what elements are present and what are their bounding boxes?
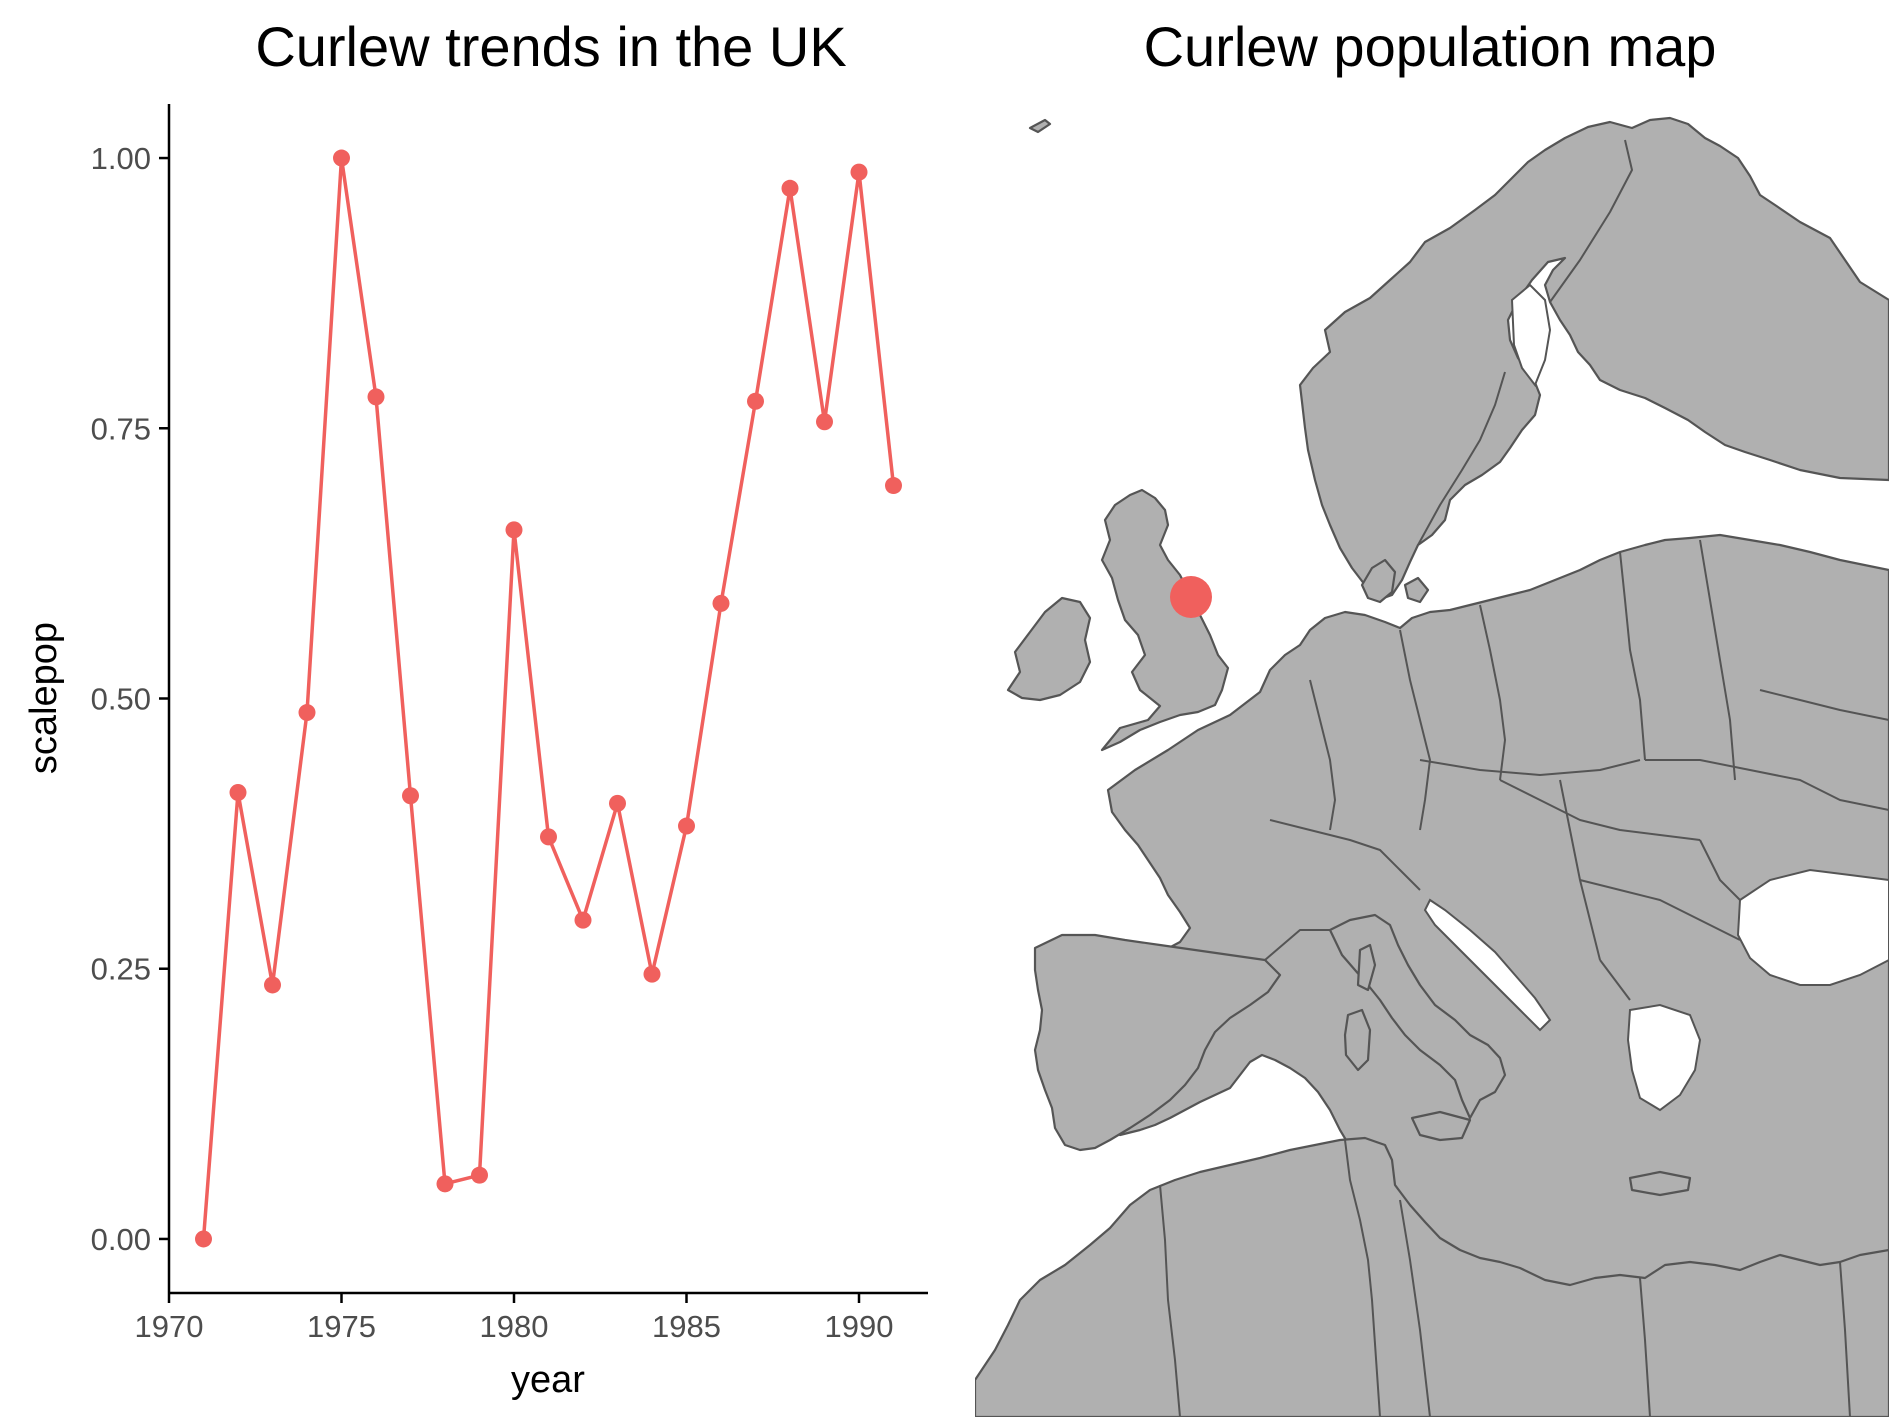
data-point (816, 413, 833, 431)
data-point (367, 388, 385, 406)
europe-map (975, 116, 1889, 1417)
data-point (540, 828, 557, 846)
data-point (781, 179, 799, 197)
scandinavia-land (1298, 116, 1889, 602)
data-point (885, 477, 902, 495)
x-ticks: 1970 1975 1980 1985 1990 (135, 1293, 894, 1344)
north-africa-land (975, 1136, 1889, 1417)
y-tick-label: 0.25 (91, 952, 151, 987)
y-tick-label: 1.00 (91, 141, 151, 176)
series-line (201, 156, 896, 1240)
map-panel: Curlew population map (975, 15, 1889, 1417)
data-point (402, 787, 419, 805)
data-point (298, 704, 316, 722)
data-point (609, 794, 626, 812)
trend-chart-title: Curlew trends in the UK (255, 15, 846, 78)
data-point (678, 817, 695, 835)
data-point (712, 594, 730, 612)
data-point (643, 965, 661, 983)
x-tick-label: 1970 (135, 1309, 204, 1344)
curlew-location-marker (1170, 576, 1212, 618)
ireland-land (1006, 596, 1092, 702)
x-tick-label: 1985 (652, 1309, 721, 1344)
map-title: Curlew population map (1144, 15, 1717, 78)
x-axis-title: year (511, 1359, 585, 1401)
x-tick-label: 1975 (307, 1309, 376, 1344)
data-point (333, 149, 350, 167)
x-tick-label: 1990 (825, 1309, 894, 1344)
denmark-land (1360, 558, 1397, 604)
data-point (850, 163, 868, 181)
data-point (264, 976, 281, 994)
data-point (229, 784, 247, 802)
data-point (195, 1230, 212, 1248)
y-axis-title: scalepop (23, 622, 65, 774)
great-britain-land (1100, 488, 1230, 752)
data-point (505, 521, 523, 539)
data-point (436, 1175, 454, 1193)
data-point (574, 911, 592, 929)
iberia-land (1033, 933, 1282, 1152)
y-tick-label: 0.50 (91, 682, 151, 717)
y-tick-label: 0.00 (91, 1222, 151, 1257)
x-tick-label: 1980 (480, 1309, 549, 1344)
y-tick-label: 0.75 (91, 411, 151, 446)
trend-panel: Curlew trends in the UK 0.00 0.25 0.50 0.75… (23, 15, 928, 1401)
data-point (747, 392, 764, 410)
series-points (195, 149, 902, 1248)
y-ticks: 0.00 0.25 0.50 0.75 1.00 (91, 141, 169, 1257)
data-point (471, 1166, 488, 1184)
